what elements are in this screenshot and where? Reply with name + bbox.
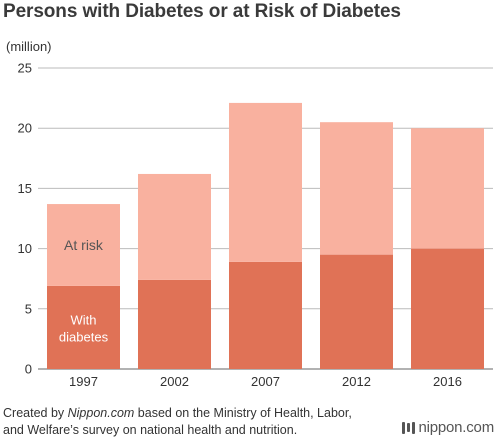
- bar-2016-series-0: [411, 248, 484, 369]
- bar-2012-series-0: [320, 254, 393, 369]
- source-site: Nippon.com: [67, 406, 135, 420]
- x-tick-label-1997: 1997: [69, 374, 98, 389]
- nippon-logo: nippon.com: [402, 419, 494, 436]
- bar-2002-series-1: [138, 173, 211, 280]
- bar-2016-series-1: [411, 128, 484, 249]
- series-label-with-diabetes-line2: diabetes: [59, 329, 109, 344]
- x-tick-label-2002: 2002: [160, 374, 189, 389]
- series-label-at-risk: At risk: [64, 237, 104, 253]
- x-tick-label-2012: 2012: [342, 374, 371, 389]
- chart-title: Persons with Diabetes or at Risk of Diab…: [3, 1, 401, 22]
- y-tick-label-5: 5: [25, 301, 32, 316]
- logo-text: nippon.com: [418, 419, 494, 436]
- unit-label: (million): [6, 39, 52, 54]
- x-tick-label-2016: 2016: [433, 374, 462, 389]
- bar-2002-series-0: [138, 279, 211, 369]
- source-prefix: Created by: [3, 406, 68, 420]
- logo-icon: [402, 421, 416, 434]
- y-tick-label-0: 0: [25, 362, 32, 377]
- x-tick-label-2007: 2007: [251, 374, 280, 389]
- bar-2007-series-0: [229, 261, 302, 369]
- source-suffix: based on the Ministry of Health, Labor, …: [3, 406, 352, 437]
- source-note: Created by Nippon.com based on the Minis…: [3, 405, 373, 439]
- bar-1997-series-0: [47, 285, 120, 369]
- bar-chart: (million) 0 5 10 15 20 25 1997 2002 2007 2012 2016 A…: [6, 39, 493, 389]
- y-tick-label-10: 10: [18, 241, 32, 256]
- bar-1997-series-1: [47, 204, 120, 286]
- series-label-with-diabetes-line1: With: [71, 312, 97, 327]
- y-tick-label-25: 25: [18, 61, 32, 76]
- bar-2012-series-1: [320, 122, 393, 255]
- y-tick-label-15: 15: [18, 181, 32, 196]
- bar-2007-series-1: [229, 102, 302, 262]
- y-tick-label-20: 20: [18, 121, 32, 136]
